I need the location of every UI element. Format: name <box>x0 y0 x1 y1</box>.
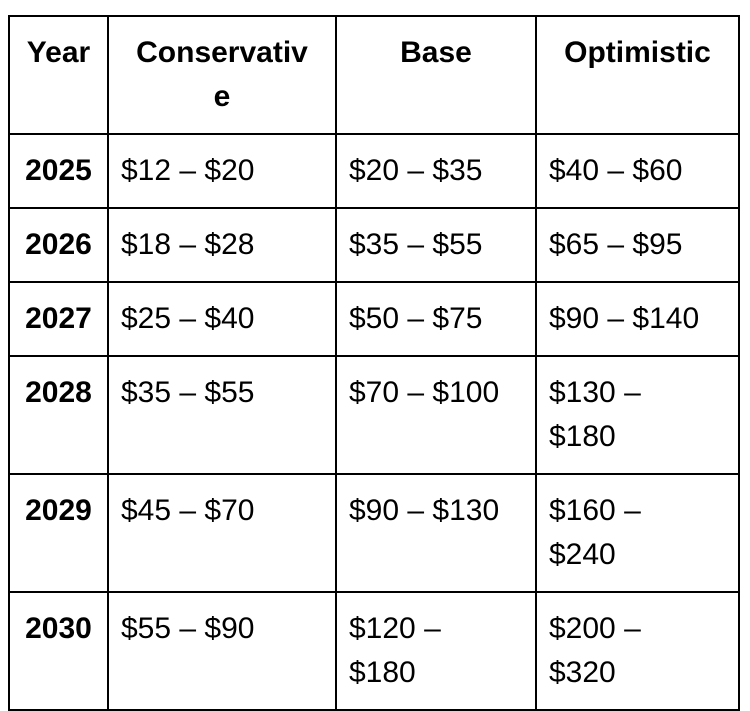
table-header-row: Year Conservative Base Optimistic <box>8 15 740 135</box>
header-year: Year <box>8 15 109 135</box>
optimistic-value: $160 – $240 <box>549 494 641 571</box>
header-conservative: Conservative <box>107 15 337 135</box>
year-cell: 2028 <box>8 355 109 475</box>
year-cell: 2030 <box>8 591 109 711</box>
conservative-cell: $35 – $55 <box>107 355 337 475</box>
optimistic-value: $130 – $180 <box>549 376 641 453</box>
base-cell: $50 – $75 <box>335 281 537 357</box>
base-cell: $120 – $180 <box>335 591 537 711</box>
header-year-label: Year <box>26 36 91 69</box>
year-cell: 2029 <box>8 473 109 593</box>
conservative-cell: $45 – $70 <box>107 473 337 593</box>
optimistic-value: $90 – $140 <box>549 302 700 335</box>
header-optimistic: Optimistic <box>535 15 740 135</box>
optimistic-cell: $40 – $60 <box>535 133 740 209</box>
conservative-cell: $12 – $20 <box>107 133 337 209</box>
header-optimistic-label: Optimistic <box>564 36 711 69</box>
optimistic-value: $40 – $60 <box>549 154 683 187</box>
optimistic-value: $65 – $95 <box>549 228 683 261</box>
conservative-cell: $25 – $40 <box>107 281 337 357</box>
optimistic-value: $200 – $320 <box>549 612 641 689</box>
base-cell: $35 – $55 <box>335 207 537 283</box>
conservative-cell: $55 – $90 <box>107 591 337 711</box>
base-cell: $90 – $130 <box>335 473 537 593</box>
year-cell: 2027 <box>8 281 109 357</box>
table-row: 2025 $12 – $20 $20 – $35 $40 – $60 <box>8 133 740 209</box>
table-row: 2026 $18 – $28 $35 – $55 $65 – $95 <box>8 207 740 283</box>
optimistic-cell: $65 – $95 <box>535 207 740 283</box>
optimistic-cell: $130 – $180 <box>535 355 740 475</box>
optimistic-cell: $90 – $140 <box>535 281 740 357</box>
base-value: $70 – $100 <box>349 376 500 409</box>
base-value: $50 – $75 <box>349 302 483 335</box>
base-cell: $70 – $100 <box>335 355 537 475</box>
base-value: $35 – $55 <box>349 228 483 261</box>
table-row: 2027 $25 – $40 $50 – $75 $90 – $140 <box>8 281 740 357</box>
table-row: 2029 $45 – $70 $90 – $130 $160 – $240 <box>8 473 740 593</box>
optimistic-cell: $160 – $240 <box>535 473 740 593</box>
header-conservative-label: Conservative <box>136 36 308 113</box>
base-cell: $20 – $35 <box>335 133 537 209</box>
header-base: Base <box>335 15 537 135</box>
base-value: $120 – $180 <box>349 612 441 689</box>
table-row: 2030 $55 – $90 $120 – $180 $200 – $320 <box>8 591 740 711</box>
header-base-label: Base <box>400 36 472 69</box>
year-cell: 2025 <box>8 133 109 209</box>
optimistic-cell: $200 – $320 <box>535 591 740 711</box>
conservative-cell: $18 – $28 <box>107 207 337 283</box>
base-value: $20 – $35 <box>349 154 483 187</box>
base-value: $90 – $130 <box>349 494 500 527</box>
year-cell: 2026 <box>8 207 109 283</box>
table-row: 2028 $35 – $55 $70 – $100 $130 – $180 <box>8 355 740 475</box>
forecast-table: Year Conservative Base Optimistic 2025 $… <box>8 15 740 711</box>
